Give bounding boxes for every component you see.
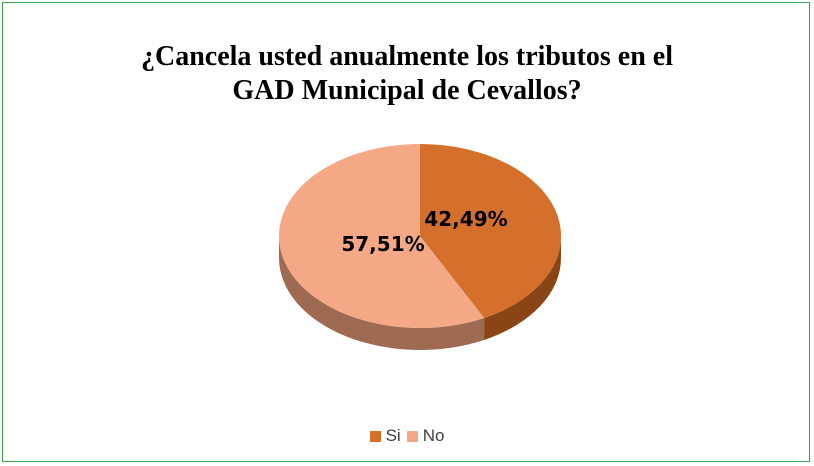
legend-swatch-no: [406, 430, 418, 442]
legend-item-no: No: [406, 426, 445, 446]
pie-slice-no: [279, 144, 485, 328]
legend-item-si: Si: [369, 426, 401, 446]
chart-title: ¿Cancela usted anualmente los tributos e…: [141, 41, 673, 106]
legend: Si No: [0, 426, 814, 446]
legend-swatch-si: [369, 430, 381, 442]
legend-label-si: Si: [385, 426, 401, 445]
pie-side-no: [279, 236, 485, 351]
pie-top: [279, 144, 561, 328]
legend-label-no: No: [422, 426, 445, 445]
pie-slice-si: [420, 144, 561, 318]
pie-side-si: [484, 236, 561, 340]
data-label-si: 42,49%: [424, 207, 507, 231]
pie-labels: 42,49%57,51%: [341, 207, 507, 256]
data-label-no: 57,51%: [341, 232, 424, 256]
pie-depth: [279, 236, 561, 351]
